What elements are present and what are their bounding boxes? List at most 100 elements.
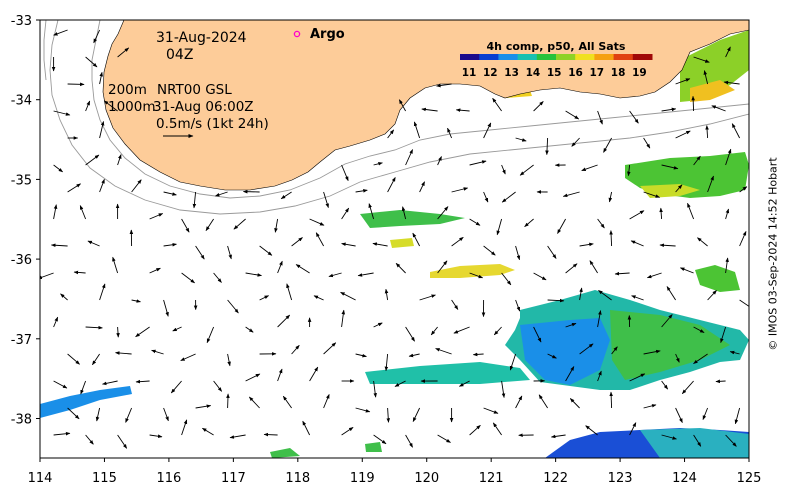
current-vector-arrow — [725, 46, 731, 58]
current-vector-arrow — [720, 326, 727, 344]
current-vector-arrow — [67, 407, 80, 420]
current-vector-arrow — [691, 95, 695, 112]
current-vector-arrow — [646, 272, 662, 279]
current-vector-arrow — [693, 434, 702, 447]
current-vector-arrow — [451, 299, 459, 310]
current-vector-arrow — [629, 110, 639, 124]
current-vector-arrow — [533, 101, 544, 112]
current-vector-arrow — [398, 99, 406, 112]
current-vector-arrow — [355, 407, 371, 413]
current-vector-arrow — [125, 407, 133, 423]
current-vector-arrow — [679, 267, 694, 274]
current-vector-arrow — [213, 272, 222, 283]
current-vector-arrow — [115, 351, 132, 355]
current-vector-arrow — [282, 395, 292, 409]
current-vector-arrow — [103, 100, 118, 112]
x-axis-ticks: 114 115 116 117 118 119 120 121 122 123 124 125 — [28, 458, 761, 486]
x-tick-label: 115 — [92, 471, 117, 486]
current-vector-arrow — [274, 218, 279, 233]
current-vector-arrow — [437, 206, 449, 220]
colorbar-tick-labels: 11 12 13 14 15 16 17 18 19 — [462, 67, 647, 79]
colorbar-swatches — [460, 54, 653, 60]
current-vector-arrow — [675, 184, 683, 193]
current-vector-arrow — [545, 137, 549, 156]
x-tick-label: 123 — [608, 471, 633, 486]
current-vector-arrow — [435, 348, 452, 355]
current-vector-arrow — [149, 213, 164, 220]
y-axis-ticks: -33 -34 -35 -36 -37 -38 — [11, 14, 40, 428]
current-vector-arrow — [569, 398, 580, 409]
current-vector-arrow — [725, 257, 729, 274]
colorbar-tick-label: 13 — [504, 67, 519, 79]
current-vector-arrow — [731, 123, 741, 139]
current-vector-arrow — [291, 344, 300, 355]
current-vector-arrow — [501, 272, 512, 286]
current-vector-arrow — [135, 379, 150, 384]
current-vector-arrow — [447, 127, 453, 139]
current-vector-arrow — [515, 395, 523, 409]
current-vector-arrow — [53, 204, 58, 220]
current-vector-arrow — [533, 326, 542, 343]
colorbar-swatch — [498, 54, 519, 60]
current-time-label: 31-Aug 06:00Z — [153, 99, 254, 115]
current-vector-arrow — [181, 272, 195, 284]
current-vector-arrow — [263, 432, 278, 437]
current-vector-arrow — [309, 366, 319, 382]
current-vector-arrow — [40, 272, 54, 280]
current-vector-arrow — [629, 210, 645, 220]
current-vector-arrow — [562, 191, 580, 198]
current-vector-arrow — [180, 353, 196, 362]
current-vector-arrow — [384, 353, 389, 372]
current-vector-arrow — [547, 245, 557, 259]
current-vector-arrow — [149, 267, 161, 274]
current-vector-arrow — [729, 350, 740, 355]
current-vector-arrow — [585, 425, 598, 436]
current-vector-arrow — [53, 29, 68, 36]
depth-200m-label: 200m — [108, 82, 147, 98]
current-vector-arrow — [80, 380, 87, 395]
current-vector-arrow — [384, 288, 389, 301]
current-vector-arrow — [340, 291, 356, 301]
current-vector-arrow — [315, 232, 324, 247]
current-vector-arrow — [202, 427, 214, 436]
current-vector-arrow — [609, 391, 613, 409]
current-vector-arrow — [50, 243, 68, 248]
current-vector-arrow — [163, 191, 177, 196]
current-vector-arrow — [501, 191, 516, 203]
colorbar-swatch — [536, 54, 557, 60]
current-vector-arrow — [85, 325, 103, 330]
current-vector-arrow — [286, 283, 293, 301]
current-vector-arrow — [643, 137, 651, 149]
current-vector-arrow — [85, 154, 100, 166]
current-vector-arrow — [597, 110, 603, 125]
current-vector-arrow — [67, 183, 81, 193]
sst-data-patches — [40, 30, 749, 458]
sst-patch-south-mid — [270, 448, 300, 458]
current-vector-arrow — [151, 349, 164, 355]
current-vector-arrow — [565, 366, 575, 382]
current-product-label: NRT00 GSL — [157, 82, 232, 98]
current-vector-arrow — [451, 236, 464, 247]
current-vector-arrow — [405, 326, 415, 342]
current-vector-arrow — [631, 295, 644, 301]
x-tick-label: 119 — [350, 471, 375, 486]
sst-patch-cape-warm — [680, 30, 749, 102]
current-vector-arrow — [515, 245, 521, 261]
current-vector-arrow — [245, 326, 254, 333]
current-vector-arrow — [233, 218, 246, 230]
current-vector-arrow — [702, 407, 709, 421]
current-vector-arrow — [469, 160, 487, 166]
current-vector-arrow — [213, 380, 223, 392]
current-vector-arrow — [214, 191, 228, 197]
current-vector-arrow — [565, 263, 578, 274]
colorbar-title: 4h comp, p50, All Sats — [487, 40, 626, 53]
current-vector-arrow — [85, 434, 94, 445]
bathymetry-shelf-outline — [43, 20, 47, 81]
colorbar-tick-label: 12 — [483, 67, 498, 79]
x-tick-label: 116 — [156, 471, 181, 486]
current-vector-arrow — [693, 56, 710, 63]
current-vector-arrow — [227, 299, 239, 314]
current-vector-arrow — [430, 326, 438, 336]
current-vector-arrow — [227, 353, 231, 367]
current-vector-arrow — [483, 122, 492, 139]
